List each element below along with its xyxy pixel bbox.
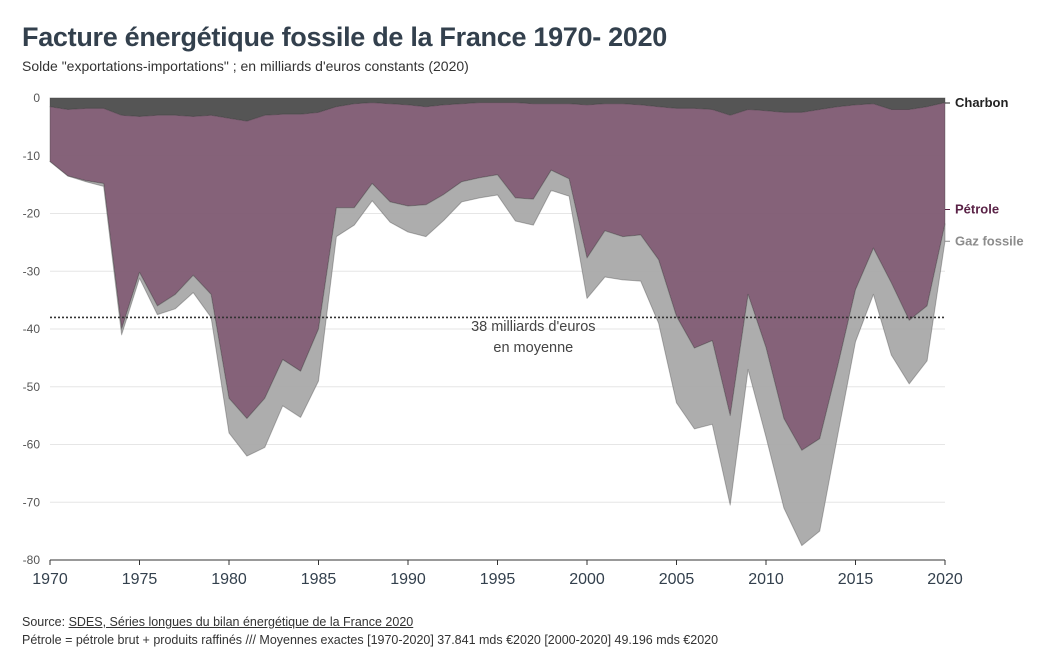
x-tick-label: 1985: [301, 571, 337, 588]
y-tick-label: -30: [23, 264, 41, 278]
series-label-petrole: Pétrole: [955, 202, 999, 217]
source-prefix: Source:: [22, 615, 69, 629]
y-tick-label: -50: [23, 380, 41, 394]
area-petrole: [49, 102, 946, 451]
x-tick-label: 1995: [480, 571, 516, 588]
chart-subtitle: Solde "exportations-importations" ; en m…: [22, 58, 469, 74]
x-tick-label: 2005: [659, 571, 695, 588]
x-tick-label: 2010: [748, 571, 784, 588]
series-label-gaz-fossile: Gaz fossile: [955, 233, 1024, 248]
y-tick-label: 0: [33, 91, 40, 105]
source-link[interactable]: SDES, Séries longues du bilan énergétiqu…: [68, 615, 414, 629]
series-label-charbon: Charbon: [955, 95, 1009, 110]
y-tick-label: -80: [23, 553, 41, 567]
x-tick-label: 2020: [927, 571, 963, 588]
x-tick-label: 2000: [569, 571, 605, 588]
x-tick-label: 1975: [122, 571, 158, 588]
x-tick-label: 1990: [390, 571, 426, 588]
y-tick-label: -20: [23, 207, 41, 221]
reference-layer: 38 milliards d'euros en moyenne: [50, 316, 945, 356]
y-tick-label: -70: [23, 495, 41, 509]
x-tick-label: 1980: [211, 571, 247, 588]
x-tick-label: 2015: [838, 571, 874, 588]
y-tick-label: -60: [23, 438, 41, 452]
x-tick-label: 1970: [32, 571, 68, 588]
axis-layer: 0 -10 -20 -30 -40 -50 -60 -70 -80 1970 1975 1980 198…: [23, 91, 963, 588]
annotation-line2: en moyenne: [493, 340, 573, 356]
chart-svg: 38 milliards d'euros en moyenne 0 -10 -20 -3…: [23, 91, 1024, 588]
footnote: Pétrole = pétrole brut + produits raffin…: [22, 633, 719, 647]
area-gaz-fossile: [49, 161, 946, 547]
label-layer: Charbon Pétrole Gaz fossile: [945, 95, 1024, 248]
chart-title: Facture énergétique fossile de la France…: [22, 22, 668, 52]
y-tick-label: -40: [23, 322, 41, 336]
area-layer: [49, 97, 946, 547]
source-line: Source: SDES, Séries longues du bilan én…: [22, 615, 413, 629]
y-tick-label: -10: [23, 149, 41, 163]
annotation-line1: 38 milliards d'euros: [471, 319, 595, 335]
